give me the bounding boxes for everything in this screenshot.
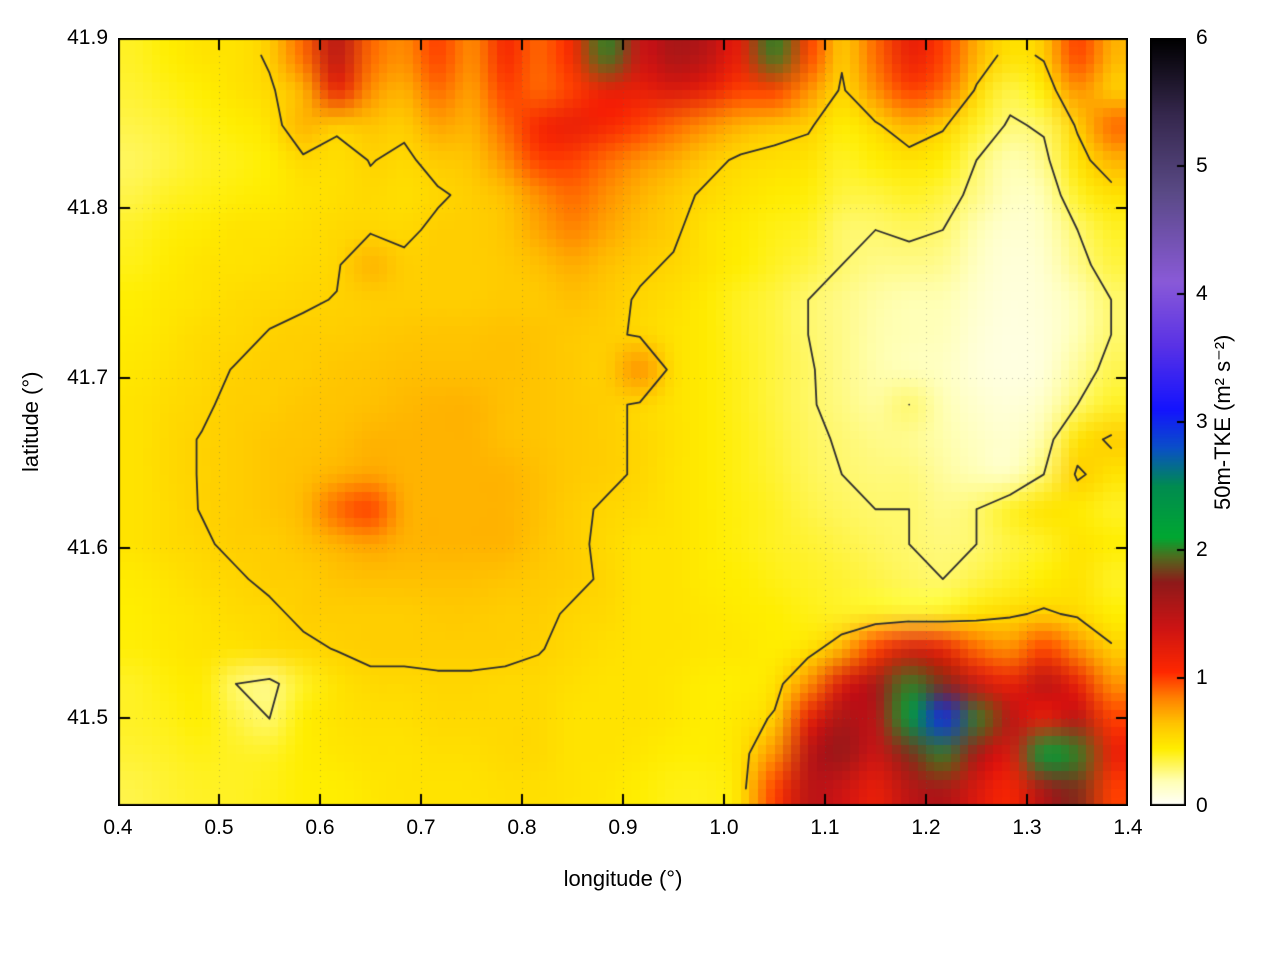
colorbar-tick-label: 2 xyxy=(1196,538,1208,561)
x-tick-label: 1.2 xyxy=(911,816,941,839)
y-tick-label: 41.5 xyxy=(67,705,108,729)
colorbar-tick-label: 6 xyxy=(1196,26,1208,49)
x-tick-label: 0.8 xyxy=(507,816,537,839)
colorbar-tick-label: 0 xyxy=(1196,794,1208,817)
heatmap-canvas xyxy=(118,38,1128,806)
x-tick-label: 0.7 xyxy=(406,816,436,839)
x-tick-label: 0.6 xyxy=(305,816,335,839)
x-tick-label: 0.5 xyxy=(204,816,234,839)
y-tick-label: 41.9 xyxy=(67,26,108,49)
y-axis-title: latitude (°) xyxy=(18,371,43,473)
colorbar-tick-label: 4 xyxy=(1196,282,1208,305)
colorbar-tick-label: 5 xyxy=(1196,154,1208,177)
x-tick-label: 0.9 xyxy=(608,816,638,839)
colorbar-tick-label: 1 xyxy=(1196,666,1208,689)
x-tick-label: 1.4 xyxy=(1113,816,1143,839)
colorbar-tick-label: 3 xyxy=(1196,410,1208,433)
colorbar-title: 50m-TKE (m² s⁻²) xyxy=(1210,334,1235,510)
y-tick-label: 41.7 xyxy=(67,365,108,389)
x-tick-label: 1.3 xyxy=(1012,816,1042,839)
x-tick-label: 1.0 xyxy=(709,816,739,839)
colorbar-canvas xyxy=(1150,38,1186,806)
y-tick-label: 41.6 xyxy=(67,535,108,559)
x-tick-label: 1.1 xyxy=(810,816,840,839)
x-axis-title: longitude (°) xyxy=(563,866,683,891)
y-tick-label: 41.8 xyxy=(67,195,108,219)
x-tick-label: 0.4 xyxy=(103,816,133,839)
